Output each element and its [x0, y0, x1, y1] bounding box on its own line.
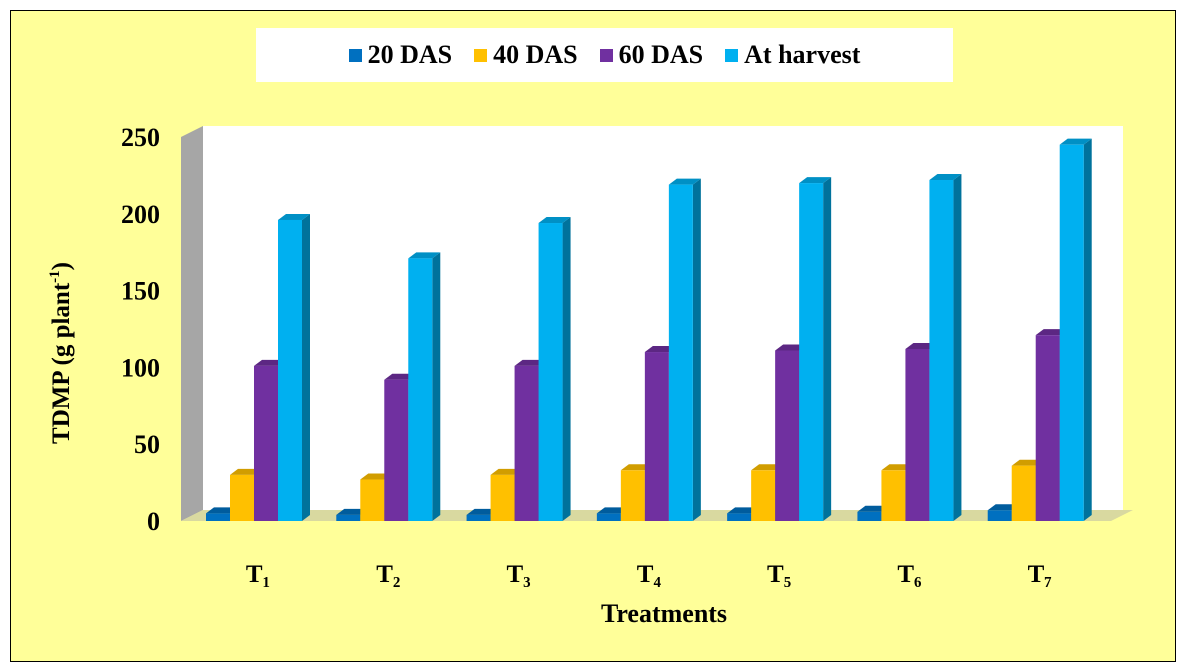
legend-swatch [474, 48, 488, 62]
bar-front [254, 365, 278, 521]
bar [408, 252, 441, 521]
bar-side [1083, 138, 1092, 521]
legend-label: 60 DAS [618, 40, 704, 69]
bar [799, 177, 832, 521]
legend-item: 20 DAS [348, 40, 453, 70]
x-tick-label: T₁ [246, 561, 270, 588]
bar-side [823, 177, 832, 521]
x-tick-label: T₂ [376, 561, 400, 588]
bar-front [538, 223, 563, 522]
bar-top [278, 213, 310, 220]
bar-front [466, 514, 491, 521]
bar-front [408, 258, 433, 521]
bar-front [929, 180, 954, 521]
x-tick-label: T₃ [506, 561, 530, 588]
bar-front [490, 474, 515, 521]
x-tick-label: T₅ [767, 561, 791, 588]
bar-front [384, 379, 409, 521]
y-tick-label: 0 [147, 507, 160, 536]
bar [1059, 138, 1092, 521]
bar-side [692, 178, 701, 521]
legend-item: At harvest [725, 40, 860, 70]
bar-front [514, 365, 539, 521]
x-tick-label: T₄ [637, 561, 662, 588]
x-axis-title: Treatments [601, 599, 727, 628]
y-axis-title: TDMP (g plant-1) [47, 262, 75, 444]
bar-front [206, 513, 230, 521]
legend-swatch [725, 48, 739, 62]
bar-front [644, 352, 669, 521]
legend-swatch [599, 48, 613, 62]
legend-swatch [348, 48, 362, 62]
bar-front [799, 183, 824, 521]
x-tick-label: T₇ [1028, 561, 1052, 588]
bar-top [538, 217, 571, 224]
bar [278, 213, 310, 521]
bar-front [360, 479, 385, 521]
bar [538, 217, 571, 522]
legend-label: 20 DAS [367, 40, 453, 69]
bar-front [857, 511, 882, 521]
legend-item: 60 DAS [599, 40, 704, 70]
y-tick-label: 250 [121, 123, 160, 152]
bar-front [905, 348, 930, 521]
y-tick-label: 200 [121, 200, 160, 229]
bar-side [562, 217, 571, 522]
bar-side [302, 213, 310, 521]
y-tick-label: 150 [121, 277, 160, 306]
bar-front [1011, 465, 1036, 521]
legend-item: 40 DAS [474, 40, 578, 70]
y-tick-label: 100 [121, 353, 160, 382]
bar [668, 178, 701, 521]
bar-front [987, 510, 1012, 521]
legend-label: 40 DAS [493, 40, 578, 69]
bar-top [668, 178, 701, 185]
bar-front [1035, 335, 1060, 521]
bar-side [432, 252, 441, 521]
plot-side-wall [181, 126, 203, 521]
x-tick-label: T₆ [897, 561, 922, 588]
bar-front [1059, 144, 1084, 521]
bar [929, 174, 962, 521]
bar-front [230, 474, 254, 521]
bar-front [775, 350, 800, 521]
bar-front [727, 513, 752, 521]
bar-front [668, 184, 693, 521]
legend-label: At harvest [744, 40, 861, 69]
y-tick-label: 50 [134, 430, 160, 459]
bar-front [596, 513, 621, 521]
bar-front [336, 514, 361, 521]
bar-top [799, 177, 832, 184]
bar-side [953, 174, 962, 521]
bar-front [751, 470, 776, 521]
bar-top [1059, 138, 1092, 145]
chart-legend: 20 DAS 40 DAS 60 DAS At harvest [256, 28, 953, 82]
bar-front [278, 219, 302, 521]
bar-front [620, 470, 645, 521]
bar-top [408, 252, 441, 259]
bar-top [929, 174, 962, 181]
bar-front [881, 470, 906, 521]
